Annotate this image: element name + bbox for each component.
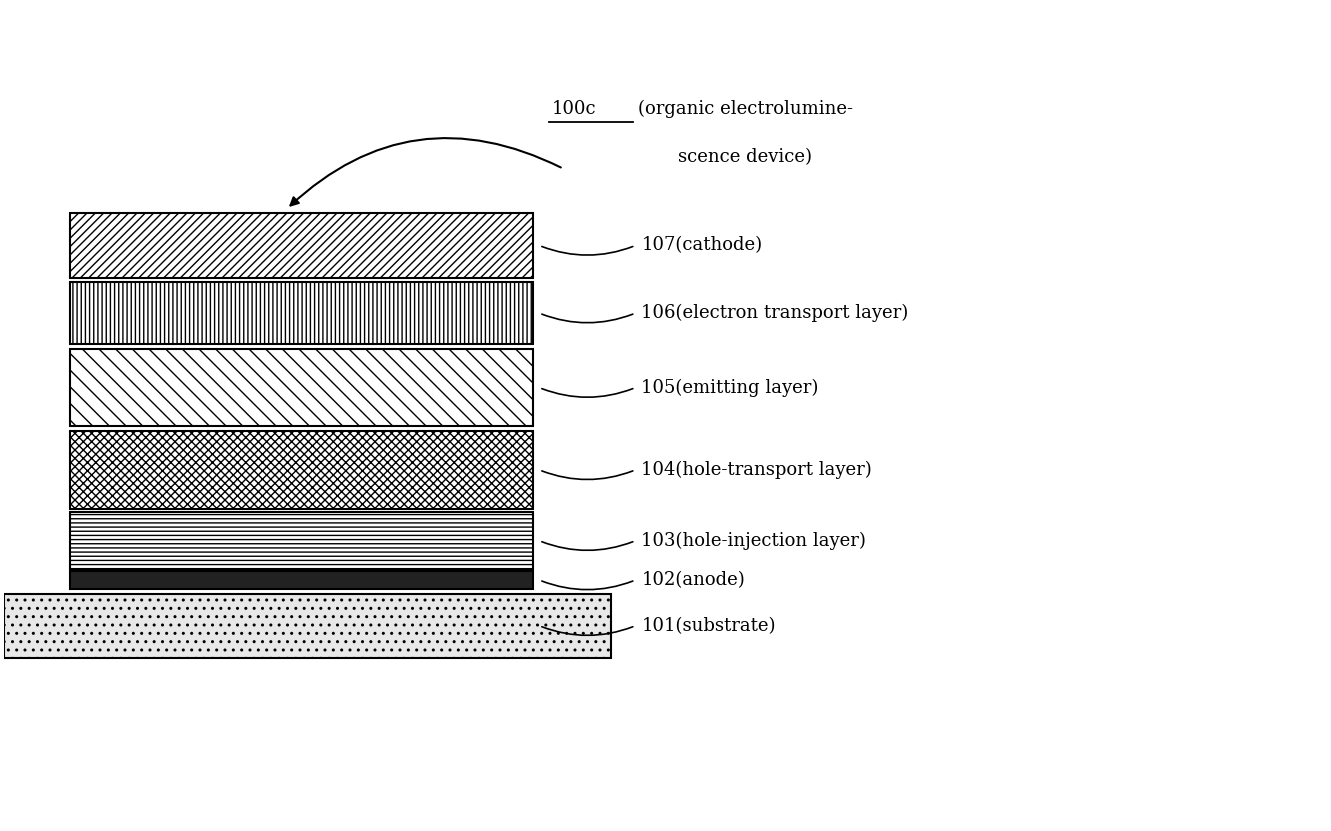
Text: (organic electrolumine-: (organic electrolumine- <box>638 101 853 119</box>
Bar <box>71 571 534 589</box>
Text: 105(emitting layer): 105(emitting layer) <box>642 378 819 396</box>
Text: 107(cathode): 107(cathode) <box>642 237 763 254</box>
Bar <box>71 431 534 509</box>
Bar <box>71 282 534 344</box>
Text: 103(hole-injection layer): 103(hole-injection layer) <box>642 532 866 550</box>
Bar <box>71 513 534 569</box>
Text: 100c: 100c <box>551 101 596 119</box>
Text: 102(anode): 102(anode) <box>642 571 745 589</box>
Bar <box>4 593 611 657</box>
Text: 101(substrate): 101(substrate) <box>642 617 776 635</box>
Text: scence device): scence device) <box>677 148 812 166</box>
Text: 104(hole-transport layer): 104(hole-transport layer) <box>642 460 872 479</box>
Bar <box>71 349 534 426</box>
Text: 106(electron transport layer): 106(electron transport layer) <box>642 304 909 322</box>
Bar <box>71 213 534 278</box>
